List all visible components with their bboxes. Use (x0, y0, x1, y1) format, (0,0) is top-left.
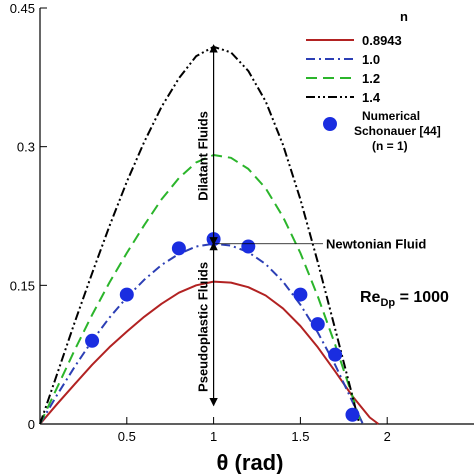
re-subscript: Dp (380, 297, 395, 309)
newtonian-fluid-label: Newtonian Fluid (326, 237, 426, 252)
legend-label: 1.4 (362, 90, 381, 105)
y-tick-label: 0.3 (17, 140, 35, 155)
ticks: 0.5 1 1.5 2 0 0.15 0.3 0.45 (10, 1, 391, 444)
re-main: Re (360, 289, 381, 306)
pseudoplastic-fluids-label: Pseudoplastic Fluids (196, 262, 211, 392)
legend-label: 0.8943 (362, 33, 402, 48)
x-axis-title: θ (rad) (217, 450, 284, 474)
numerical-point (345, 407, 360, 422)
legend-label: (n = 1) (372, 139, 408, 153)
legend-title: n (400, 9, 408, 24)
re-value: = 1000 (395, 289, 449, 306)
x-tick-label: 1.5 (291, 429, 309, 444)
legend-marker (323, 117, 337, 131)
legend-label: 1.2 (362, 71, 380, 86)
y-tick-label: 0 (28, 417, 35, 432)
x-tick-label: 0.5 (118, 429, 136, 444)
y-tick-label: 0.15 (10, 278, 35, 293)
reynolds-number-label: ReDp = 1000 (360, 289, 449, 309)
numerical-point (171, 241, 186, 256)
numerical-point (85, 333, 100, 348)
legend-label: Numerical (362, 109, 420, 123)
numerical-point (119, 287, 134, 302)
x-tick-label: 2 (384, 429, 391, 444)
numerical-point (310, 317, 325, 332)
numerical-point (328, 347, 343, 362)
plot-area: 0.5 1 1.5 2 0 0.15 0.3 0.45 (10, 1, 474, 444)
legend-label: 1.0 (362, 52, 380, 67)
series-line-3 (39, 45, 361, 425)
dilatant-fluids-label: Dilatant Fluids (196, 111, 211, 201)
annotation-group (209, 44, 323, 407)
numerical-point (241, 239, 256, 254)
x-tick-label: 1 (210, 429, 217, 444)
numerical-point (293, 287, 308, 302)
series-line-2 (39, 154, 363, 425)
legend-label: Schonauer [44] (354, 124, 441, 138)
y-tick-label: 0.45 (10, 1, 35, 16)
